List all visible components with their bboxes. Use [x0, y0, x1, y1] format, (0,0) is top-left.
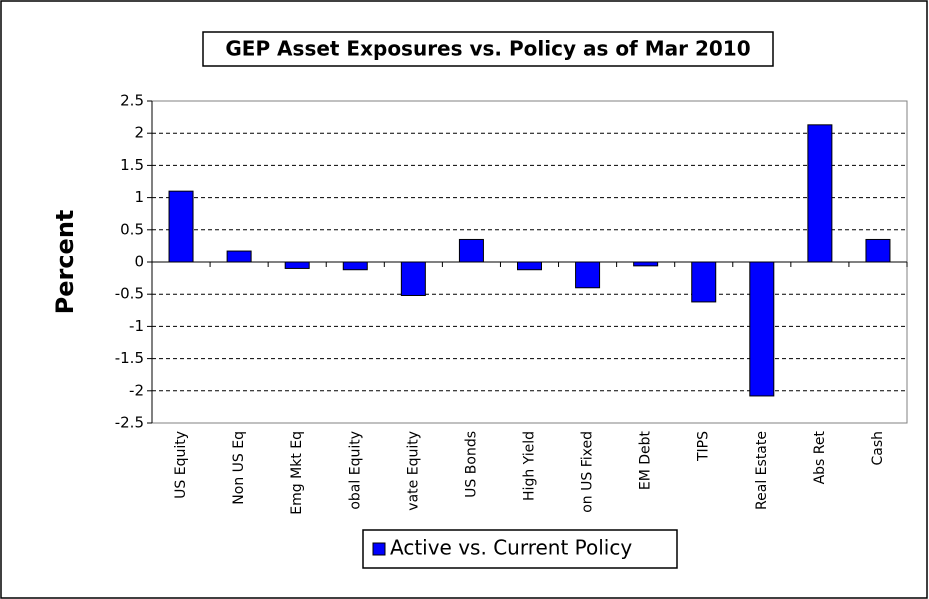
bar: [226, 250, 252, 263]
y-tick-label: -0.5: [115, 285, 144, 303]
bar: [633, 261, 659, 267]
bar: [807, 124, 833, 263]
bar: [517, 261, 542, 271]
y-tick-label: 1: [134, 188, 144, 206]
x-tick-label: US Equity: [173, 431, 189, 499]
bar: [865, 238, 891, 263]
x-tick-label: on US Fixed: [580, 431, 596, 513]
title-box: [202, 31, 774, 67]
chart-title: GEP Asset Exposures vs. Policy as of Mar…: [225, 37, 750, 61]
bar: [342, 261, 368, 271]
x-tick-label: Real Estate: [754, 431, 770, 510]
y-tick-label: -2.5: [115, 414, 144, 432]
x-tick-label: Abs Ret: [812, 431, 828, 485]
bar: [284, 261, 310, 269]
bar: [400, 261, 426, 296]
x-tick-label: EM Debt: [638, 431, 654, 491]
y-tick-label: 2: [134, 124, 144, 142]
x-tick-label: Cash: [870, 431, 886, 466]
bar: [168, 190, 194, 263]
legend-label: Active vs. Current Policy: [390, 536, 632, 560]
legend-box: [362, 529, 678, 569]
y-tick-label: -1.5: [115, 349, 144, 367]
legend-swatch: [372, 542, 386, 556]
y-tick-label: 2.5: [120, 92, 144, 110]
bar: [458, 238, 484, 263]
bar: [749, 261, 775, 397]
bar: [691, 261, 717, 303]
y-tick-label: -1: [129, 317, 144, 335]
bar: [575, 261, 601, 289]
x-tick-label: Emg Mkt Eq: [289, 431, 305, 515]
y-axis-label: Percent: [51, 210, 79, 315]
y-tick-label: 1.5: [120, 156, 144, 174]
x-tick-label: vate Equity: [405, 431, 421, 511]
y-tick-label: 0.5: [120, 220, 144, 238]
x-tick-label: obal Equity: [347, 431, 363, 510]
x-tick-label: US Bonds: [463, 431, 479, 498]
x-tick-label: Non US Eq: [231, 431, 247, 505]
y-tick-label: -2: [129, 381, 144, 399]
x-tick-label: High Yield: [522, 431, 538, 501]
x-tick-label: TIPS: [696, 431, 712, 462]
y-tick-label: 0: [134, 253, 144, 271]
